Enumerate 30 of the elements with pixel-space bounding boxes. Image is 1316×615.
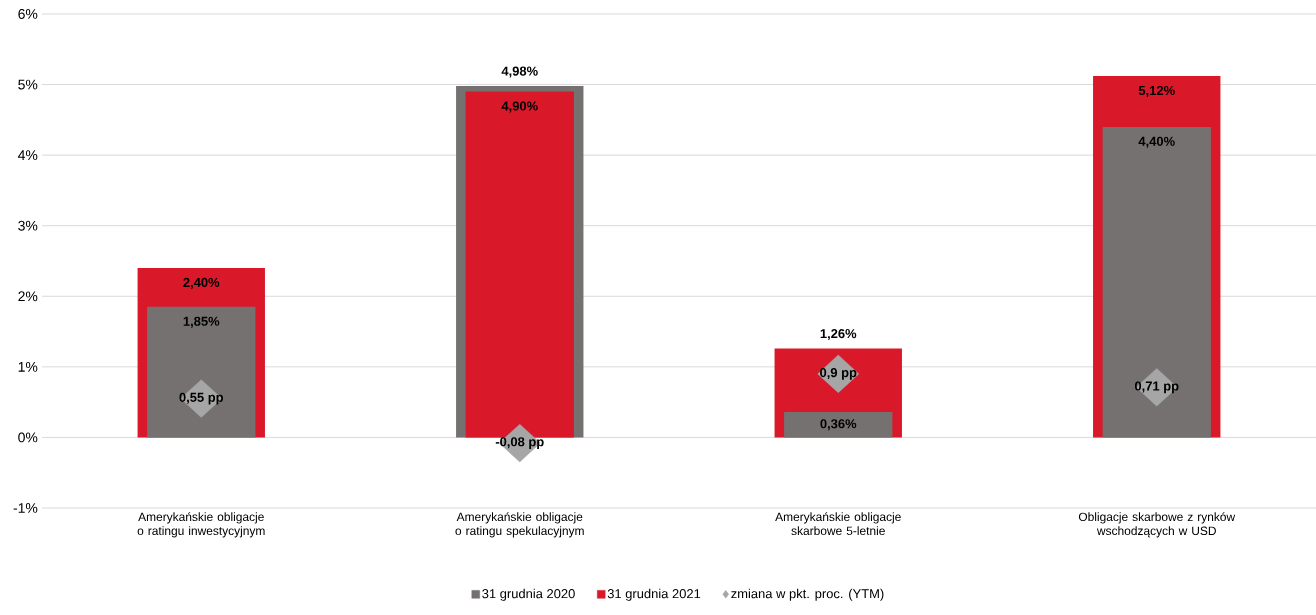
y-tick-label: 6% — [18, 9, 38, 19]
data-label: 0,9 pp — [820, 368, 857, 380]
y-tick-label: 2% — [18, 291, 38, 302]
data-label: 4,98% — [501, 66, 538, 78]
x-tick-label: Amerykańskie obligacje o ratingu inwestycyjnym — [137, 512, 265, 538]
legend-label: 31 grudnia 2020 — [482, 588, 575, 601]
data-label: 0,71 pp — [1134, 381, 1179, 394]
bar — [784, 412, 893, 438]
bar — [1102, 126, 1211, 438]
data-label: 4,90% — [501, 101, 538, 113]
y-tick-label: 3% — [18, 220, 38, 231]
legend-label: 31 grudnia 2021 — [607, 588, 701, 601]
y-tick-label: 4% — [17, 150, 38, 160]
data-label: 2,40% — [183, 277, 220, 289]
x-tick-label: Amerykańskie obligacje o ratingu spekulacyjnym — [455, 512, 584, 538]
data-label: -0,08 pp — [495, 437, 544, 449]
y-tick-label: 5% — [18, 79, 38, 90]
data-label: 4,40% — [1138, 136, 1175, 148]
x-tick-label: Obligacje skarbowe z rynków wschodzących w USD — [1078, 512, 1236, 538]
legend-label: zmiana w pkt. proc. (YTM) — [731, 588, 884, 601]
bar — [147, 306, 256, 438]
y-tick-label: 1% — [18, 361, 38, 372]
data-label: 5,12% — [1138, 85, 1175, 97]
x-tick-label: Amerykańskie obligacje skarbowe 5-letnie — [775, 512, 901, 536]
y-tick-label: -1% — [13, 503, 38, 513]
data-label: 1,85% — [183, 316, 220, 328]
y-tick-label: 0% — [18, 432, 38, 443]
data-label: 0,55 pp — [179, 392, 224, 405]
data-label: 1,26% — [820, 329, 857, 341]
data-label: 0,36% — [820, 419, 857, 431]
